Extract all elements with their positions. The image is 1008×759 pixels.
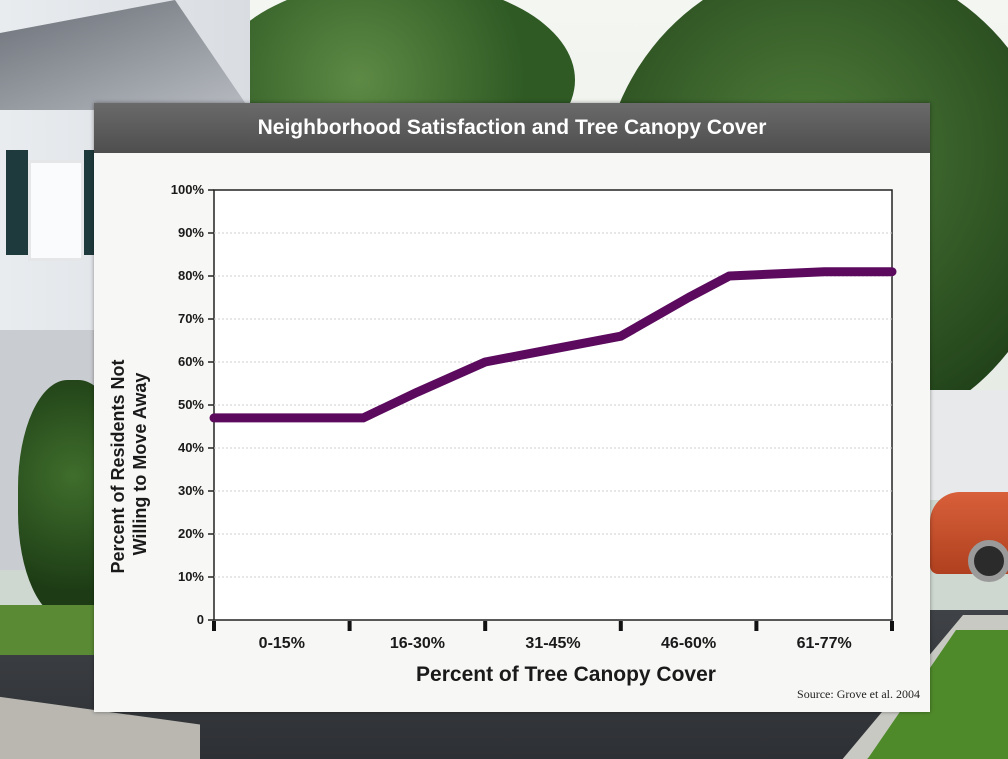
- y-tick-label: 90%: [178, 225, 204, 240]
- title-bar: Neighborhood Satisfaction and Tree Canop…: [94, 103, 930, 153]
- x-tick-label: 16-30%: [390, 635, 445, 652]
- x-axis-label: Percent of Tree Canopy Cover: [416, 663, 716, 686]
- x-tick-mark: [483, 621, 488, 631]
- y-axis-label-line: Willing to Move Away: [130, 373, 150, 556]
- x-tick-mark: [618, 621, 623, 631]
- y-tick-label: 0: [197, 612, 204, 627]
- y-axis-ticks: 0 10% 20% 30% 40% 50% 60% 70% 80% 90% 100%: [171, 182, 214, 627]
- x-tick-mark: [754, 621, 759, 631]
- y-tick-label: 40%: [178, 440, 204, 455]
- x-axis-ticks: 0-15% 16-30% 31-45% 46-60% 61-77%: [212, 621, 894, 652]
- neighbor-house: [930, 390, 1008, 500]
- line-chart: 0 10% 20% 30% 40% 50% 60% 70% 80% 90% 100% 0-15% 16…: [108, 182, 897, 686]
- house-roof: [0, 0, 250, 110]
- y-axis-label: Percent of Residents Not Willing to Move…: [108, 354, 150, 573]
- y-tick-label: 80%: [178, 268, 204, 283]
- chart-title: Neighborhood Satisfaction and Tree Canop…: [257, 116, 767, 139]
- gridlines: [214, 232, 892, 578]
- car-wheel: [968, 540, 1008, 582]
- y-tick-label: 30%: [178, 483, 204, 498]
- x-tick-mark: [890, 621, 894, 631]
- x-tick-label: 31-45%: [525, 635, 580, 652]
- x-tick-label: 61-77%: [797, 635, 852, 652]
- x-tick-label: 0-15%: [259, 635, 305, 652]
- y-tick-label: 70%: [178, 311, 204, 326]
- y-tick-label: 50%: [178, 397, 204, 412]
- y-tick-label: 60%: [178, 354, 204, 369]
- x-tick-mark: [347, 621, 352, 631]
- window-shutter: [6, 150, 28, 255]
- source-citation: Source: Grove et al. 2004: [797, 687, 920, 701]
- house-window: [28, 160, 84, 261]
- chart-panel: Neighborhood Satisfaction and Tree Canop…: [94, 103, 930, 712]
- y-tick-label: 10%: [178, 569, 204, 584]
- series-line: [209, 267, 897, 423]
- y-tick-label: 100%: [171, 182, 205, 197]
- lawn: [0, 605, 100, 655]
- y-tick-label: 20%: [178, 526, 204, 541]
- y-axis-label-line: Percent of Residents Not: [108, 359, 128, 573]
- x-tick-mark: [212, 621, 216, 631]
- x-tick-label: 46-60%: [661, 635, 716, 652]
